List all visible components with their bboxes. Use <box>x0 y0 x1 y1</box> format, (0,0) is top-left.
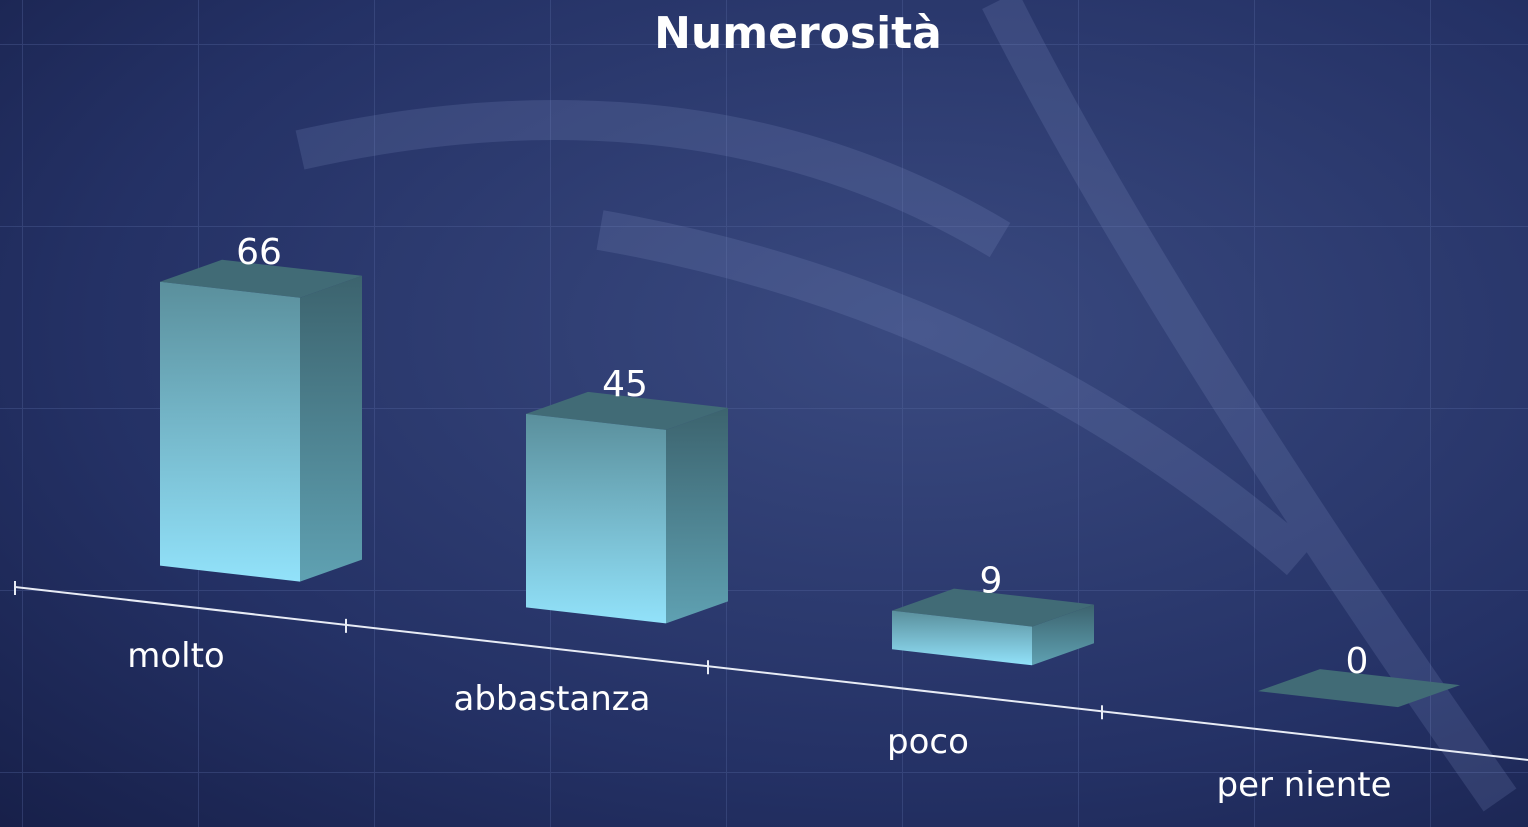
bar-front <box>892 610 1032 666</box>
bar-side <box>1032 604 1094 666</box>
bar <box>1258 669 1460 708</box>
bar-side <box>666 407 728 624</box>
bar-side <box>300 275 362 582</box>
value-label: 66 <box>236 232 282 273</box>
bar-front <box>526 413 666 624</box>
x-tick-label: molto <box>127 636 225 676</box>
bar <box>526 391 728 624</box>
bar-top <box>892 588 1094 627</box>
background-decoration <box>295 0 1517 812</box>
bar-top <box>1258 669 1460 708</box>
bar-front <box>160 281 300 582</box>
bar-top <box>526 391 728 430</box>
value-label: 45 <box>602 364 648 405</box>
bar-top <box>160 259 362 298</box>
value-label: 9 <box>980 561 1003 602</box>
value-label: 0 <box>1346 641 1369 682</box>
x-tick-label: poco <box>887 722 969 762</box>
bar <box>892 588 1094 666</box>
chart-title: Numerosità <box>654 8 942 59</box>
x-tick-label: abbastanza <box>454 679 651 719</box>
x-tick-label: per niente <box>1217 765 1392 805</box>
x-axis <box>14 586 1528 761</box>
bar <box>160 259 362 582</box>
